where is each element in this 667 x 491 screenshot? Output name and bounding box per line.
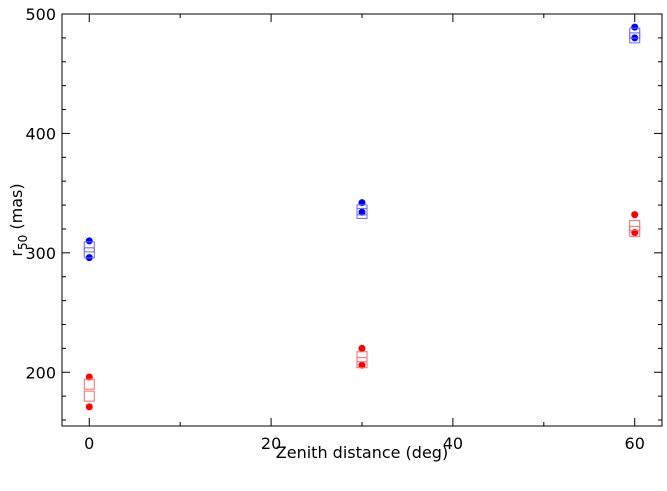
data-point-square bbox=[356, 357, 368, 369]
y-axis-label-subscript: 50 bbox=[16, 235, 30, 250]
data-point-dot bbox=[358, 208, 366, 216]
x-tick-label: 20 bbox=[261, 434, 281, 453]
data-point-square bbox=[83, 390, 95, 402]
axis-tick-labels: 0 20 40 60 200 300 400 500 bbox=[25, 5, 644, 453]
y-axis-label-suffix: (mas) bbox=[7, 183, 26, 234]
y-tick-label: 400 bbox=[25, 124, 56, 143]
y-tick-label: 200 bbox=[25, 363, 56, 382]
y-tick-label: 500 bbox=[25, 5, 56, 24]
data-point-dot bbox=[631, 23, 639, 31]
x-tick-label: 40 bbox=[443, 434, 463, 453]
data-point-dot bbox=[358, 361, 366, 369]
data-point-dot bbox=[85, 237, 93, 245]
data-point-square bbox=[83, 247, 95, 259]
data-marks bbox=[83, 23, 641, 411]
y-axis-label: r50 (mas) bbox=[7, 183, 30, 256]
x-axis-label: Zenith distance (deg) bbox=[276, 443, 448, 462]
data-point-dot bbox=[85, 403, 93, 411]
data-point-square bbox=[83, 378, 95, 390]
data-point-square bbox=[356, 207, 368, 219]
y-axis-label-base: r bbox=[7, 250, 26, 257]
data-point-square bbox=[629, 219, 641, 231]
data-point-square bbox=[356, 351, 368, 363]
data-point-dot bbox=[631, 211, 639, 219]
data-point-dot bbox=[358, 344, 366, 352]
y-tick-label: 300 bbox=[25, 244, 56, 263]
data-point-square bbox=[83, 241, 95, 253]
axis-ticks bbox=[62, 13, 662, 426]
x-tick-label: 60 bbox=[625, 434, 645, 453]
data-point-square bbox=[629, 32, 641, 44]
x-tick-label: 0 bbox=[84, 434, 94, 453]
data-point-square bbox=[629, 225, 641, 237]
